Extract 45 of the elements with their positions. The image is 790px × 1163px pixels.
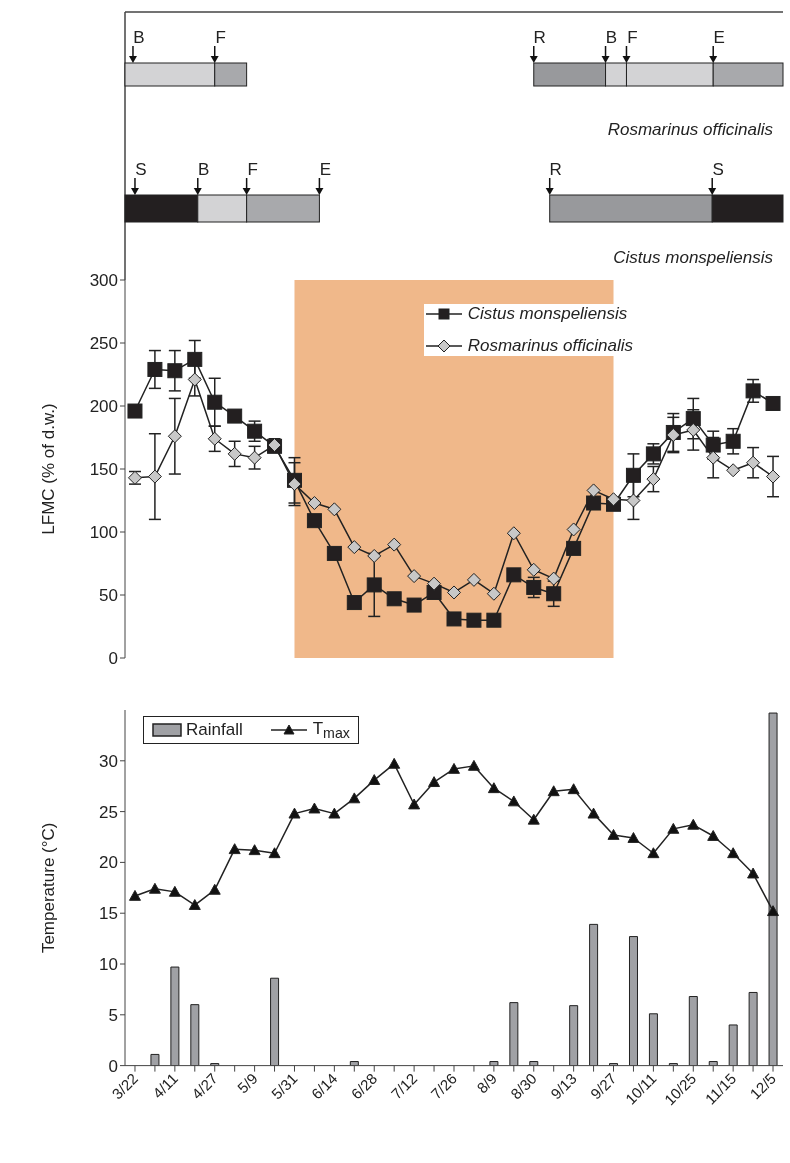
x-tick-label: 6/28 bbox=[347, 1069, 381, 1103]
x-tick-label: 5/9 bbox=[233, 1069, 261, 1097]
y-tick-label: 250 bbox=[89, 334, 118, 354]
x-tick-label: 9/13 bbox=[547, 1069, 580, 1103]
x-tick-label: 7/26 bbox=[427, 1069, 461, 1103]
x-tick-label: 7/12 bbox=[387, 1069, 421, 1103]
legend-label: Rainfall bbox=[186, 720, 243, 741]
text: B bbox=[198, 160, 210, 179]
text: Rosmarinus officinalis bbox=[607, 120, 774, 139]
y-tick-label: 50 bbox=[99, 586, 118, 606]
text: B bbox=[605, 28, 618, 47]
y-tick-label: 30 bbox=[99, 751, 118, 771]
y-tick-label: 25 bbox=[99, 802, 118, 822]
y-tick-label: 0 bbox=[108, 1056, 118, 1076]
text: E bbox=[713, 28, 725, 47]
y-tick-label: 0 bbox=[108, 649, 118, 669]
y-tick-label: 300 bbox=[89, 271, 118, 291]
text: Cistus monspeliensis bbox=[613, 248, 774, 267]
legend-label: T$_{max}$ bbox=[312, 719, 350, 742]
y-tick-label: 5 bbox=[108, 1005, 118, 1025]
y-tick-label: 15 bbox=[99, 904, 118, 924]
legend-label: Cistus monspeliensis bbox=[467, 304, 628, 324]
text: F bbox=[627, 28, 638, 47]
text: B bbox=[133, 28, 145, 47]
x-tick-label: 8/30 bbox=[507, 1069, 540, 1103]
text: S bbox=[135, 160, 147, 179]
text: R bbox=[533, 28, 546, 47]
y-axis-title: LFMC (% of d.w.) bbox=[39, 403, 59, 535]
text: F bbox=[215, 28, 226, 47]
x-tick-label: 6/14 bbox=[307, 1069, 341, 1103]
y-tick-label: 10 bbox=[99, 955, 118, 975]
y-tick-label: 20 bbox=[99, 853, 118, 873]
y-tick-label: 100 bbox=[89, 523, 118, 543]
legend-label: Rosmarinus officinalis bbox=[467, 336, 633, 356]
y-tick-label: 200 bbox=[89, 397, 118, 417]
text: S bbox=[712, 160, 724, 179]
x-tick-label: 4/11 bbox=[149, 1069, 181, 1102]
y-axis-title: Temperature (°C) bbox=[39, 822, 59, 954]
text: R bbox=[549, 160, 562, 179]
text: E bbox=[319, 160, 332, 179]
x-tick-label: 4/27 bbox=[188, 1069, 221, 1103]
text: F bbox=[247, 160, 258, 179]
y-tick-label: 150 bbox=[89, 460, 118, 480]
x-tick-label: 5/31 bbox=[267, 1069, 301, 1103]
x-tick-label: 8/9 bbox=[473, 1069, 500, 1097]
